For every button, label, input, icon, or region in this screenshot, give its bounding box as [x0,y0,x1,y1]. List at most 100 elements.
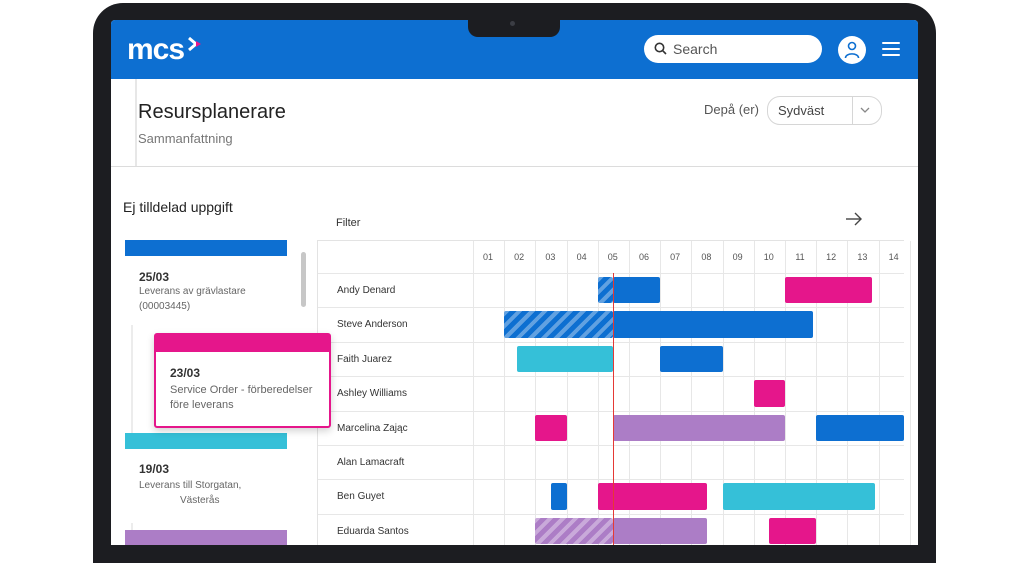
app-screen: mcs Search Resursplanerare Sammanfattnin… [111,20,918,545]
schedule-task-bar[interactable] [597,277,614,304]
resource-name[interactable]: Ben Guyet [337,491,385,503]
grid-column-line [566,241,568,545]
mcs-logo[interactable]: mcs [127,33,185,66]
resource-name[interactable]: Faith Juarez [337,353,393,365]
current-time-line [613,273,615,545]
filter-button[interactable]: Filter [336,217,361,229]
grid-row-line [318,376,904,378]
task-card-band [125,240,287,256]
resource-name[interactable]: Steve Anderson [337,319,408,331]
schedule-task-bar[interactable] [613,517,707,545]
laptop-bezel-bottom [93,545,936,563]
arrow-right-icon[interactable] [845,212,863,226]
grid-row-line [318,307,904,309]
page-subtitle: Sammanfattning [138,131,233,146]
depot-label: Depå (er) [704,102,759,117]
grid-column-line [660,241,662,545]
resource-name[interactable]: Eduarda Santos [337,525,409,537]
schedule-grid: 01 02 03 04 05 06 07 08 09 10 11 12 13 14 Andy Denard S… [317,240,911,545]
schedule-task-bar[interactable] [613,311,814,338]
schedule-task-bar[interactable] [785,277,873,304]
schedule-task-bar[interactable] [551,483,567,510]
grid-row-line [318,445,904,446]
resource-name[interactable]: Ashley Williams [337,388,408,400]
task-card-description-2: före leverans [170,399,234,411]
user-account-button[interactable] [838,36,866,64]
schedule-task-bar[interactable] [769,517,817,545]
grid-column-line [504,241,506,545]
hour-label: 03 [545,252,556,262]
task-card-date: 19/03 [139,462,170,476]
hour-label: 11 [795,252,805,262]
schedule-task-bar[interactable] [816,414,904,441]
hour-label: 10 [763,252,774,262]
schedule-task-bar[interactable] [516,345,614,373]
sidebar-divider [131,240,133,545]
user-icon [844,41,860,59]
schedule-task-bar[interactable] [613,414,785,441]
schedule-task-bar[interactable] [504,311,614,338]
grid-column-line [629,241,630,545]
schedule-task-bar[interactable] [722,483,876,510]
task-card-band [156,335,329,352]
resource-name[interactable]: Alan Lamacraft [337,457,405,468]
hour-label: 07 [670,252,681,262]
logo-arrow-icon [188,36,201,52]
schedule-task-bar[interactable] [660,345,723,373]
grid-row-line [318,410,904,412]
depot-select[interactable]: Sydväst [767,96,882,125]
grid-column-line [816,241,818,545]
sidebar-scrollbar[interactable] [301,252,306,307]
hour-label: 09 [732,252,743,262]
task-card-description-2: (00003445) [139,301,191,312]
hour-label: 06 [638,252,649,262]
hour-label: 14 [888,252,899,262]
search-icon [654,42,667,55]
grid-column-line [785,241,786,545]
grid-column-line [597,241,599,545]
grid-column-line [535,241,537,545]
grid-column-line [878,241,880,545]
hour-label: 02 [514,252,525,262]
task-card-description: Service Order - förberedelser [170,384,313,396]
schedule-task-bar[interactable] [535,517,614,545]
task-card[interactable]: 19/03 Leverans till Storgatan, Västerås [125,433,287,523]
search-box[interactable]: Search [644,35,822,63]
schedule-task-bar[interactable] [597,483,707,510]
task-card-description: Leverans av grävlastare [139,286,246,297]
header-divider [135,79,137,166]
task-card-description-2: Västerås [180,495,220,506]
task-card-date: 23/03 [170,366,201,380]
grid-column-line [847,241,849,545]
grid-row-line [318,479,904,481]
hamburger-menu-icon[interactable] [882,42,900,56]
task-card-description: Leverans till Storgatan, [139,480,242,491]
task-card-date: 25/03 [139,270,170,284]
grid-column-line [691,241,693,545]
hour-label: 04 [576,252,587,262]
hour-label: 08 [701,252,712,262]
task-card-band [125,530,287,545]
depot-selected-value: Sydväst [778,103,825,118]
schedule-task-bar[interactable] [753,380,785,407]
task-card[interactable]: 25/03 Leverans av grävlastare (00003445) [125,240,287,325]
schedule-task-bar[interactable] [535,414,567,441]
unassigned-title: Ej tilldelad uppgift [123,199,233,215]
grid-header-line [318,273,904,274]
hour-label: 01 [482,252,493,262]
grid-column-divider [473,241,474,545]
dragged-task-card[interactable]: 23/03 Service Order - förberedelser före… [154,333,331,428]
search-placeholder: Search [673,41,718,57]
grid-column-line [909,241,911,545]
schedule-task-bar[interactable] [613,277,661,304]
task-card[interactable] [125,530,287,545]
hour-label: 13 [857,252,868,262]
page-header: Resursplanerare Sammanfattning Depå (er)… [111,79,918,167]
resource-name[interactable]: Marcelina Zając [337,422,408,434]
camera-icon [510,21,515,26]
chevron-down-icon [860,107,870,113]
hour-label: 12 [826,252,837,262]
grid-column-line [722,241,724,545]
resource-name[interactable]: Andy Denard [337,285,396,296]
task-card-band [125,433,287,449]
